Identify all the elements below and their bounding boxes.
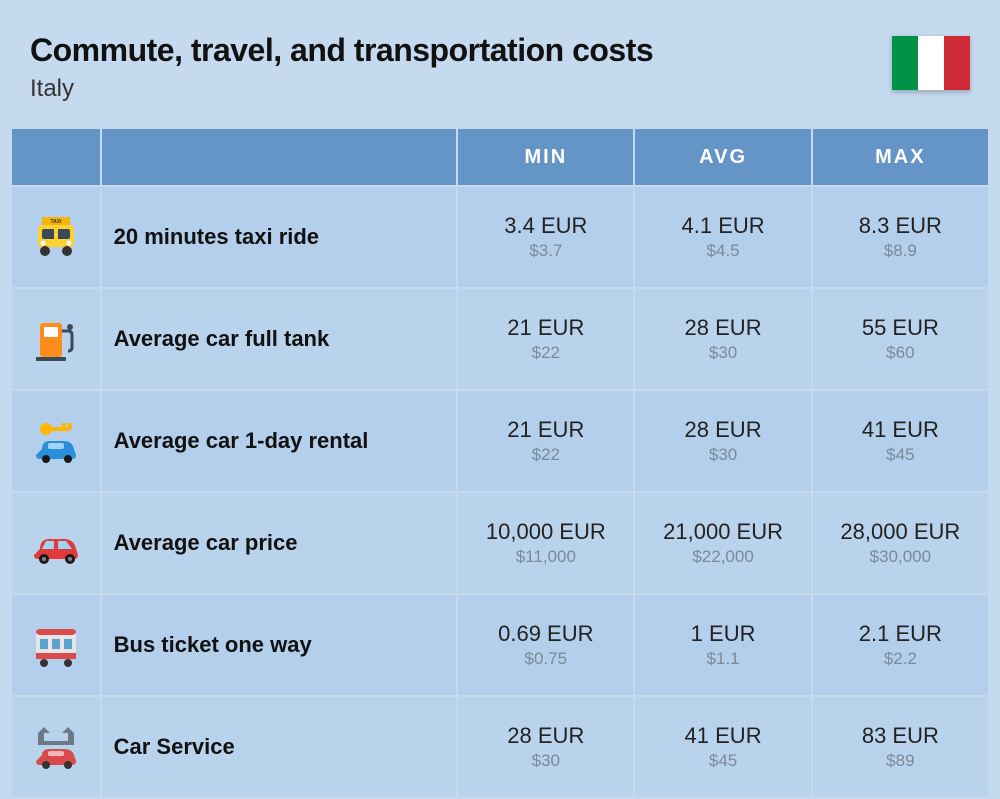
- value-secondary: $60: [813, 343, 988, 363]
- value-primary: 55 EUR: [813, 315, 988, 341]
- value-secondary: $30: [635, 445, 810, 465]
- cell-avg: 28 EUR$30: [635, 289, 810, 389]
- value-secondary: $30: [635, 343, 810, 363]
- value-secondary: $45: [813, 445, 988, 465]
- value-secondary: $22: [458, 445, 633, 465]
- value-primary: 83 EUR: [813, 723, 988, 749]
- car-icon: [12, 493, 100, 593]
- header-max: MAX: [813, 129, 988, 185]
- fuel-icon: [12, 289, 100, 389]
- value-primary: 28,000 EUR: [813, 519, 988, 545]
- value-primary: 21 EUR: [458, 315, 633, 341]
- row-label: Average car price: [102, 493, 457, 593]
- cell-max: 83 EUR$89: [813, 697, 988, 797]
- value-primary: 28 EUR: [458, 723, 633, 749]
- value-secondary: $8.9: [813, 241, 988, 261]
- header-min: MIN: [458, 129, 633, 185]
- header-avg: AVG: [635, 129, 810, 185]
- table-row: Average car price10,000 EUR$11,00021,000…: [12, 493, 988, 593]
- row-label: Car Service: [102, 697, 457, 797]
- value-secondary: $30: [458, 751, 633, 771]
- value-primary: 2.1 EUR: [813, 621, 988, 647]
- value-secondary: $89: [813, 751, 988, 771]
- header-label-col: [102, 129, 457, 185]
- row-label: Bus ticket one way: [102, 595, 457, 695]
- cell-max: 55 EUR$60: [813, 289, 988, 389]
- value-secondary: $22,000: [635, 547, 810, 567]
- value-primary: 8.3 EUR: [813, 213, 988, 239]
- cost-table: MIN AVG MAX 20 minutes taxi ride3.4 EUR$…: [10, 127, 990, 799]
- row-label: 20 minutes taxi ride: [102, 187, 457, 287]
- value-primary: 10,000 EUR: [458, 519, 633, 545]
- value-primary: 3.4 EUR: [458, 213, 633, 239]
- value-secondary: $2.2: [813, 649, 988, 669]
- table-row: 20 minutes taxi ride3.4 EUR$3.74.1 EUR$4…: [12, 187, 988, 287]
- cell-min: 10,000 EUR$11,000: [458, 493, 633, 593]
- cell-min: 28 EUR$30: [458, 697, 633, 797]
- page-subtitle: Italy: [30, 75, 653, 103]
- cell-avg: 28 EUR$30: [635, 391, 810, 491]
- cell-min: 21 EUR$22: [458, 391, 633, 491]
- row-label: Average car full tank: [102, 289, 457, 389]
- table-row: Average car full tank21 EUR$2228 EUR$305…: [12, 289, 988, 389]
- cell-min: 3.4 EUR$3.7: [458, 187, 633, 287]
- taxi-icon: [12, 187, 100, 287]
- value-secondary: $30,000: [813, 547, 988, 567]
- cell-avg: 4.1 EUR$4.5: [635, 187, 810, 287]
- value-primary: 41 EUR: [635, 723, 810, 749]
- value-primary: 28 EUR: [635, 417, 810, 443]
- value-primary: 1 EUR: [635, 621, 810, 647]
- value-primary: 28 EUR: [635, 315, 810, 341]
- italy-flag-icon: [892, 36, 970, 90]
- value-secondary: $45: [635, 751, 810, 771]
- value-primary: 41 EUR: [813, 417, 988, 443]
- value-secondary: $11,000: [458, 547, 633, 567]
- service-icon: [12, 697, 100, 797]
- value-secondary: $22: [458, 343, 633, 363]
- table-header-row: MIN AVG MAX: [12, 129, 988, 185]
- cell-avg: 1 EUR$1.1: [635, 595, 810, 695]
- header-text: Commute, travel, and transportation cost…: [30, 32, 653, 103]
- bus-icon: [12, 595, 100, 695]
- cell-min: 0.69 EUR$0.75: [458, 595, 633, 695]
- header: Commute, travel, and transportation cost…: [0, 0, 1000, 127]
- value-primary: 21 EUR: [458, 417, 633, 443]
- value-primary: 21,000 EUR: [635, 519, 810, 545]
- cell-avg: 21,000 EUR$22,000: [635, 493, 810, 593]
- cell-max: 41 EUR$45: [813, 391, 988, 491]
- rental-icon: [12, 391, 100, 491]
- table-row: Bus ticket one way0.69 EUR$0.751 EUR$1.1…: [12, 595, 988, 695]
- table-row: Average car 1-day rental21 EUR$2228 EUR$…: [12, 391, 988, 491]
- page-title: Commute, travel, and transportation cost…: [30, 32, 653, 69]
- value-secondary: $1.1: [635, 649, 810, 669]
- value-secondary: $3.7: [458, 241, 633, 261]
- header-icon-col: [12, 129, 100, 185]
- cell-max: 2.1 EUR$2.2: [813, 595, 988, 695]
- cell-avg: 41 EUR$45: [635, 697, 810, 797]
- table-body: 20 minutes taxi ride3.4 EUR$3.74.1 EUR$4…: [12, 187, 988, 797]
- value-primary: 4.1 EUR: [635, 213, 810, 239]
- row-label: Average car 1-day rental: [102, 391, 457, 491]
- table-row: Car Service28 EUR$3041 EUR$4583 EUR$89: [12, 697, 988, 797]
- value-primary: 0.69 EUR: [458, 621, 633, 647]
- cell-max: 28,000 EUR$30,000: [813, 493, 988, 593]
- value-secondary: $0.75: [458, 649, 633, 669]
- value-secondary: $4.5: [635, 241, 810, 261]
- cell-min: 21 EUR$22: [458, 289, 633, 389]
- cell-max: 8.3 EUR$8.9: [813, 187, 988, 287]
